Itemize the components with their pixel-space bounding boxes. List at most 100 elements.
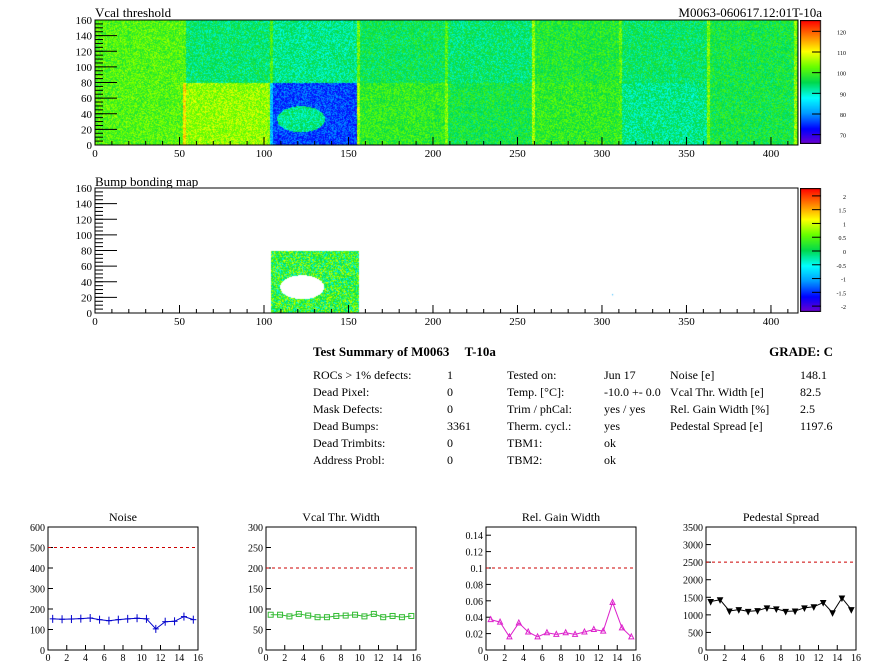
heatmap-frame (94, 19, 799, 146)
x-tick-label: 6 (540, 653, 545, 664)
summary-value: 1 (447, 368, 453, 382)
summary-row: Dead Bumps: 3361 (313, 418, 471, 435)
chart-pedestal-spread: Pedestal Spread 0 2 4 6 8 10 12 14 16 0 500 1000 1500… (683, 510, 861, 664)
y-tick-label: 160 (76, 15, 93, 27)
x-tick-label: 400 (763, 316, 780, 328)
data-point (810, 604, 818, 611)
data-point (562, 628, 569, 636)
y-tick-label: 300 (30, 585, 45, 596)
x-tick-label: 250 (509, 148, 526, 160)
data-point (515, 618, 523, 626)
vcal-threshold-heatmap (95, 20, 798, 145)
y-tick-label: 50 (253, 626, 263, 637)
bump-bonding-palette (800, 188, 842, 312)
x-tick-label: 8 (339, 653, 344, 664)
summary-title: Test Summary of M0063 (313, 344, 450, 359)
summary-value: 0 (447, 436, 453, 450)
data-point (754, 608, 761, 615)
summary-value: yes / yes (604, 402, 646, 416)
data-point (618, 623, 626, 631)
data-point (295, 610, 302, 617)
chart-title: Noise (109, 510, 137, 524)
data-point (791, 608, 799, 616)
palette-tick-label: -1 (841, 278, 846, 284)
palette-tick-label: 120 (837, 30, 846, 36)
x-tick-label: 200 (425, 148, 442, 160)
data-point (716, 597, 724, 604)
y-tick-label: 0.1 (471, 564, 484, 575)
y-tick-label: 60 (81, 93, 93, 105)
x-tick-label: 14 (832, 653, 842, 664)
y-tick-label: 0.12 (466, 548, 484, 559)
y-tick-label: 80 (81, 246, 93, 258)
y-tick-label: 140 (76, 31, 93, 43)
data-point (534, 632, 541, 640)
data-point (609, 598, 616, 605)
summary-value: 2.5 (800, 402, 815, 416)
summary-row: Rel. Gain Width [%] 2.5 (670, 401, 815, 418)
palette-tick-label: -1.5 (837, 291, 847, 297)
data-point (553, 630, 560, 637)
y-tick-label: 600 (30, 523, 45, 534)
data-point (277, 611, 284, 618)
vcal-threshold-title: Vcal threshold (95, 5, 172, 20)
summary-value: Jun 17 (604, 368, 636, 382)
x-tick-label: 4 (83, 653, 88, 664)
summary-label: TBM2: (507, 453, 543, 467)
data-point (361, 613, 368, 620)
x-tick-label: 0 (46, 653, 51, 664)
summary-row: Address Probl: 0 (313, 452, 453, 469)
chart-frame (47, 526, 199, 651)
bump-bonding-title: Bump bonding map (95, 174, 199, 189)
x-tick-label: 50 (174, 316, 186, 328)
palette-tick-label: 100 (837, 72, 846, 78)
data-point (267, 611, 274, 618)
chart-title: Pedestal Spread (743, 510, 819, 524)
palette-tick-label: 80 (840, 113, 846, 119)
chart-frame (265, 526, 417, 651)
x-tick-label: 10 (795, 653, 805, 664)
summary-label: Address Probl: (313, 453, 385, 467)
data-point (370, 610, 377, 617)
y-tick-label: 200 (248, 564, 263, 575)
x-tick-label: 0 (92, 316, 98, 328)
data-point (380, 614, 387, 621)
x-tick-label: 6 (760, 653, 765, 664)
x-tick-label: 100 (256, 316, 273, 328)
y-tick-label: 500 (30, 544, 45, 555)
x-tick-label: 300 (594, 148, 611, 160)
summary-label: Dead Trimbits: (313, 436, 386, 450)
y-tick-label: 400 (30, 564, 45, 575)
summary-row: TBM1: ok (507, 435, 616, 452)
summary-row: TBM2: ok (507, 452, 616, 469)
summary-row: Trim / phCal: yes / yes (507, 401, 645, 418)
data-point (801, 605, 808, 612)
x-tick-label: 250 (509, 316, 526, 328)
data-point (726, 608, 733, 616)
data-point (389, 612, 396, 619)
chart-title: Rel. Gain Width (522, 510, 600, 524)
summary-label: Noise [e] (670, 368, 715, 382)
summary-row: Tested on: Jun 17 (507, 367, 636, 384)
x-tick-label: 150 (340, 316, 357, 328)
y-tick-label: 0 (40, 646, 45, 657)
y-tick-label: 160 (76, 183, 93, 195)
series-line (710, 597, 852, 614)
summary-label: Mask Defects: (313, 402, 383, 416)
y-tick-label: 60 (81, 261, 93, 273)
x-tick-label: 400 (763, 148, 780, 160)
palette-tick-label: 1 (843, 222, 846, 228)
data-point (782, 608, 789, 616)
x-tick-label: 150 (340, 148, 357, 160)
series-line (52, 616, 194, 630)
y-tick-label: 3000 (683, 541, 703, 552)
palette-tick-label: 70 (840, 134, 846, 140)
chart-frame (705, 526, 857, 651)
summary-row: Dead Pixel: 0 (313, 384, 453, 401)
x-tick-label: 100 (256, 148, 273, 160)
data-point (496, 618, 504, 625)
data-point (305, 612, 312, 619)
data-point (819, 600, 827, 607)
y-tick-label: 0 (698, 646, 703, 657)
x-tick-label: 350 (678, 148, 695, 160)
